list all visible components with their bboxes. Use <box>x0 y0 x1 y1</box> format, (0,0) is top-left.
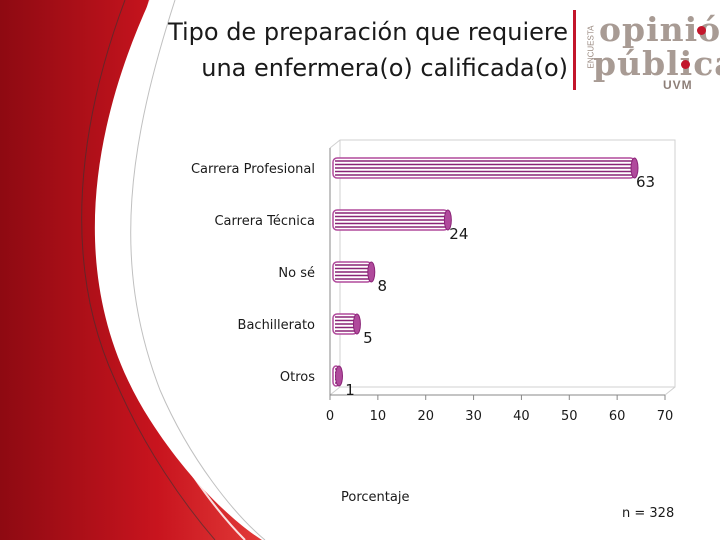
bar-4-cap <box>335 365 343 387</box>
x-tick-label-2: 20 <box>417 409 434 424</box>
chart-title-line-1: Tipo de preparación que requiere <box>168 18 568 46</box>
x-tick-label-0: 0 <box>326 409 334 424</box>
x-axis-label: Porcentaje <box>341 490 410 505</box>
logo-dot-1 <box>697 26 706 35</box>
category-label-2: No sé <box>278 266 315 281</box>
bar-0-cap <box>630 157 639 179</box>
logo-separator <box>573 10 576 90</box>
logo-dot-2 <box>681 60 690 69</box>
chart-title-line-2: una enfermera(o) calificada(o) <box>201 54 568 82</box>
logo-word-publica: pública <box>593 44 720 83</box>
bar-2-cap <box>367 261 376 283</box>
data-label-0: 63 <box>636 173 655 191</box>
x-tick-label-1: 10 <box>370 409 387 424</box>
data-label-3: 5 <box>363 329 373 347</box>
category-label-1: Carrera Técnica <box>214 214 315 229</box>
plot-floor-corner <box>329 386 341 396</box>
logo-word-uvm: UVM <box>663 78 693 92</box>
plot-back-wall <box>329 139 676 396</box>
category-label-3: Bachillerato <box>238 318 316 333</box>
category-label-4: Otros <box>280 370 315 385</box>
data-label-4: 1 <box>345 381 355 399</box>
x-tick-label-6: 60 <box>609 409 626 424</box>
bar-1-cap <box>443 209 452 231</box>
x-tick-label-5: 50 <box>561 409 578 424</box>
data-label-1: 24 <box>449 225 468 243</box>
sample-size-note: n = 328 <box>622 506 675 521</box>
x-tick-label-7: 70 <box>657 409 674 424</box>
x-tick-label-3: 30 <box>465 409 482 424</box>
category-label-0: Carrera Profesional <box>191 162 315 177</box>
opinion-publica-logo: ENCUESTA opinión pública UVM <box>565 8 720 94</box>
x-tick-label-4: 40 <box>513 409 530 424</box>
data-label-2: 8 <box>378 277 388 295</box>
bar-3-cap <box>352 313 361 335</box>
